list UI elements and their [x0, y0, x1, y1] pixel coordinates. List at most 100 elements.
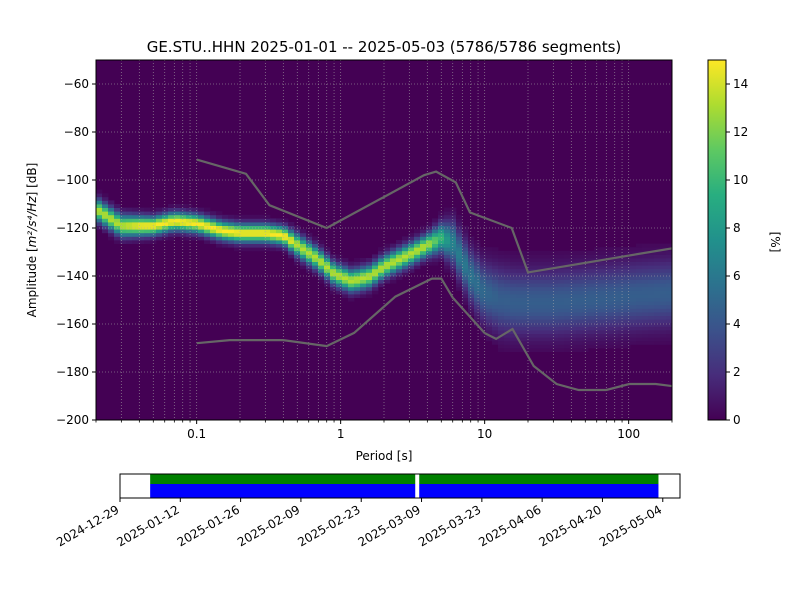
- heatmap-cell: [648, 330, 655, 334]
- heatmap-cell: [642, 272, 649, 277]
- heatmap-cell: [528, 254, 535, 259]
- heatmap-cell: [156, 218, 163, 223]
- heatmap-cell: [102, 204, 109, 208]
- colorbar-tick-label: 0: [733, 413, 741, 427]
- heatmap-cell: [642, 276, 649, 280]
- heatmap-cell: [540, 297, 547, 302]
- heatmap-cell: [438, 258, 445, 262]
- heatmap-cell: [606, 272, 613, 277]
- heatmap-cell: [654, 315, 661, 320]
- heatmap-cell: [510, 250, 517, 255]
- heatmap-cell: [456, 286, 463, 291]
- heatmap-cell: [618, 272, 625, 277]
- heatmap-cell: [264, 222, 271, 226]
- heatmap-cell: [666, 272, 672, 277]
- heatmap-cell: [618, 265, 625, 270]
- heatmap-cell: [246, 247, 253, 252]
- heatmap-cell: [594, 268, 601, 273]
- heatmap-cell: [354, 268, 361, 273]
- heatmap-cell: [444, 258, 451, 262]
- heatmap-cell: [594, 276, 601, 280]
- heatmap-cell: [120, 218, 127, 223]
- heatmap-cell: [450, 272, 457, 277]
- heatmap-cell: [480, 290, 487, 295]
- heatmap-cell: [630, 304, 637, 309]
- heatmap-cell: [426, 261, 433, 266]
- heatmap-cell: [618, 290, 625, 295]
- heatmap-cell: [474, 272, 481, 277]
- heatmap-cell: [660, 290, 667, 295]
- heatmap-cell: [492, 333, 499, 338]
- heatmap-cell: [480, 322, 487, 327]
- heatmap-cell: [342, 290, 349, 295]
- heatmap-cell: [594, 297, 601, 302]
- heatmap-cell: [564, 254, 571, 259]
- heatmap-cell: [552, 297, 559, 302]
- heatmap-cell: [384, 243, 391, 248]
- heatmap-cell: [492, 308, 499, 313]
- heatmap-cell: [540, 272, 547, 277]
- heatmap-cell: [600, 344, 607, 349]
- heatmap-cell: [576, 301, 583, 306]
- heatmap-cell: [96, 218, 103, 223]
- heatmap-cell: [618, 333, 625, 338]
- heatmap-cell: [156, 207, 163, 212]
- heatmap-cell: [528, 294, 535, 298]
- heatmap-cell: [660, 243, 667, 248]
- heatmap-cell: [474, 265, 481, 270]
- heatmap-cell: [528, 326, 535, 331]
- heatmap-cell: [240, 247, 247, 252]
- heatmap-cell: [450, 243, 457, 248]
- heatmap-cell: [606, 312, 613, 316]
- heatmap-cell: [336, 283, 343, 288]
- heatmap-cell: [624, 308, 631, 313]
- heatmap-cell: [180, 207, 187, 212]
- heatmap-cell: [378, 279, 385, 284]
- y-tick-label: −60: [64, 77, 89, 91]
- heatmap-cell: [162, 214, 169, 219]
- heatmap-cell: [666, 290, 672, 295]
- heatmap-cell: [462, 261, 469, 266]
- heatmap-cell: [630, 340, 637, 345]
- heatmap-cell: [576, 283, 583, 288]
- heatmap-cell: [288, 229, 295, 234]
- heatmap-cell: [468, 312, 475, 316]
- heatmap-cell: [486, 308, 493, 313]
- heatmap-cell: [120, 232, 127, 237]
- x-axis: 0.1 1 10 100: [95, 420, 673, 441]
- heatmap-cell: [582, 308, 589, 313]
- heatmap-cell: [522, 297, 529, 302]
- heatmap-cell: [594, 254, 601, 259]
- heatmap-cell: [462, 240, 469, 244]
- heatmap-cell: [444, 218, 451, 223]
- heatmap-cell: [300, 247, 307, 252]
- heatmap-cell: [114, 207, 121, 212]
- heatmap-cell: [552, 283, 559, 288]
- heatmap-cell: [108, 232, 115, 237]
- heatmap-cell: [450, 276, 457, 280]
- heatmap-cell: [468, 247, 475, 252]
- heatmap-cell: [624, 265, 631, 270]
- heatmap-cell: [546, 272, 553, 277]
- heatmap-cell: [138, 222, 145, 226]
- timeline-bar-processed: [150, 474, 659, 484]
- heatmap-cell: [126, 236, 133, 241]
- heatmap-cell: [600, 312, 607, 316]
- heatmap-cell: [630, 261, 637, 266]
- heatmap-cell: [354, 265, 361, 270]
- heatmap-cell: [456, 247, 463, 252]
- heatmap-cell: [186, 218, 193, 223]
- heatmap-cell: [588, 272, 595, 277]
- heatmap-cell: [180, 214, 187, 219]
- heatmap-cell: [576, 254, 583, 259]
- heatmap-cell: [642, 312, 649, 316]
- colorbar-tick-label: 14: [733, 77, 748, 91]
- heatmap-cell: [168, 204, 175, 208]
- heatmap-cell: [438, 222, 445, 226]
- heatmap-cell: [450, 229, 457, 234]
- heatmap-cell: [426, 222, 433, 226]
- heatmap-cell: [498, 272, 505, 277]
- heatmap-cell: [462, 258, 469, 262]
- heatmap-cell: [654, 297, 661, 302]
- heatmap-cell: [384, 268, 391, 273]
